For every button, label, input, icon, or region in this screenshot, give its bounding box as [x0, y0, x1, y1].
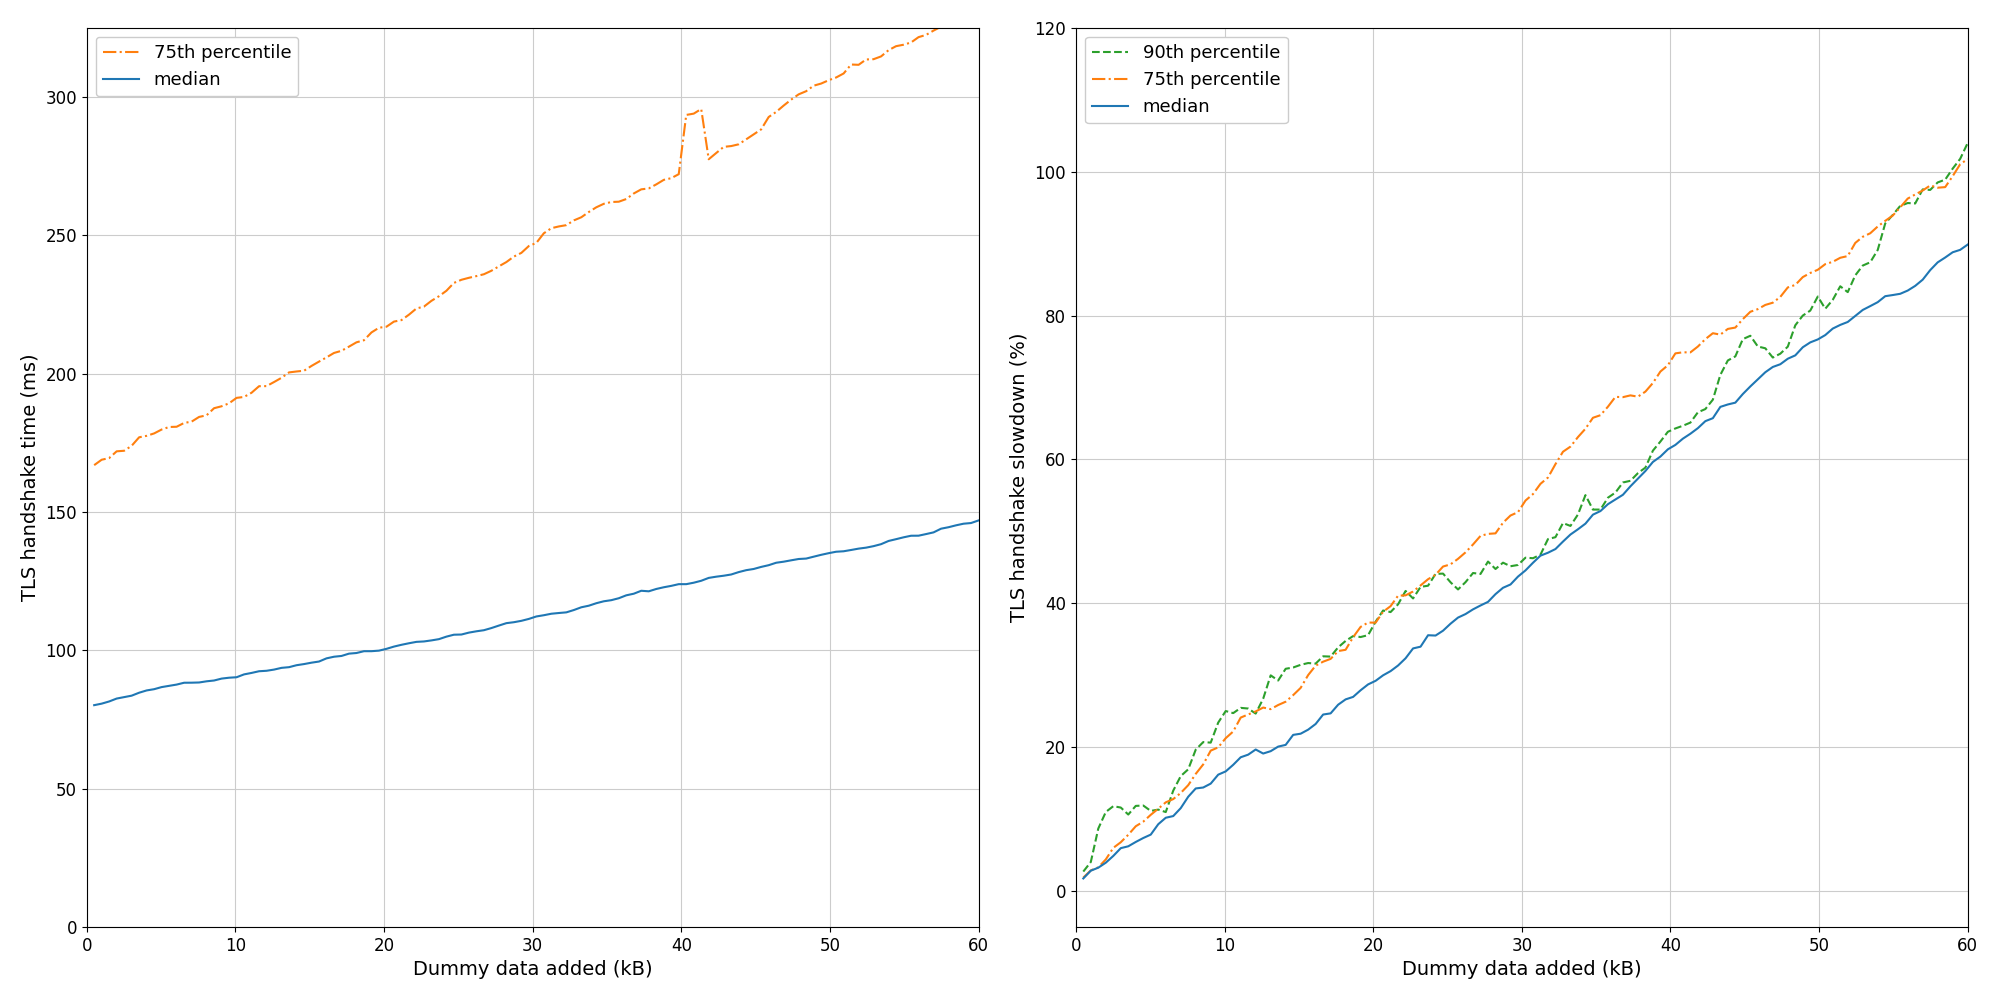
X-axis label: Dummy data added (kB): Dummy data added (kB) — [1401, 960, 1640, 979]
75th percentile — [360, 326, 384, 338]
75th percentile — [1782, 279, 1806, 291]
Line: 75th percentile: 75th percentile — [1083, 159, 1966, 878]
90th percentile — [1349, 631, 1373, 643]
75th percentile — [82, 459, 106, 471]
median — [1588, 505, 1612, 517]
75th percentile — [262, 376, 286, 388]
Line: 75th percentile: 75th percentile — [94, 14, 979, 465]
90th percentile — [1782, 319, 1806, 331]
75th percentile — [1828, 252, 1852, 264]
median — [1714, 398, 1738, 410]
median — [360, 645, 384, 657]
median — [727, 566, 751, 578]
90th percentile — [1251, 693, 1275, 705]
90th percentile — [1714, 354, 1738, 366]
75th percentile — [1071, 872, 1095, 884]
median — [1071, 872, 1095, 884]
Line: median: median — [94, 520, 979, 705]
90th percentile — [1828, 280, 1852, 292]
median — [1349, 684, 1373, 696]
75th percentile — [727, 138, 751, 150]
median — [262, 664, 286, 676]
Legend: 75th percentile, median: 75th percentile, median — [96, 37, 298, 96]
75th percentile — [951, 8, 975, 20]
X-axis label: Dummy data added (kB): Dummy data added (kB) — [414, 960, 651, 979]
Legend: 90th percentile, 75th percentile, median: 90th percentile, 75th percentile, median — [1085, 37, 1287, 123]
median — [1782, 349, 1806, 361]
median — [839, 544, 863, 556]
90th percentile — [1954, 137, 1978, 149]
75th percentile — [1954, 153, 1978, 165]
75th percentile — [1349, 621, 1373, 633]
median — [599, 594, 623, 606]
75th percentile — [599, 196, 623, 208]
median — [1954, 239, 1978, 251]
median — [82, 699, 106, 711]
75th percentile — [1251, 702, 1275, 714]
75th percentile — [793, 85, 817, 97]
75th percentile — [839, 59, 863, 71]
90th percentile — [1588, 504, 1612, 516]
Line: 90th percentile: 90th percentile — [1083, 143, 1966, 872]
90th percentile — [1071, 866, 1095, 878]
median — [793, 553, 817, 565]
75th percentile — [1714, 323, 1738, 335]
75th percentile — [1588, 409, 1612, 421]
75th percentile — [967, 8, 991, 20]
median — [1251, 748, 1275, 760]
median — [967, 514, 991, 526]
Y-axis label: TLS handshake slowdown (%): TLS handshake slowdown (%) — [1009, 333, 1029, 622]
median — [1828, 319, 1852, 331]
Line: median: median — [1083, 245, 1966, 878]
Y-axis label: TLS handshake time (ms): TLS handshake time (ms) — [20, 354, 40, 601]
